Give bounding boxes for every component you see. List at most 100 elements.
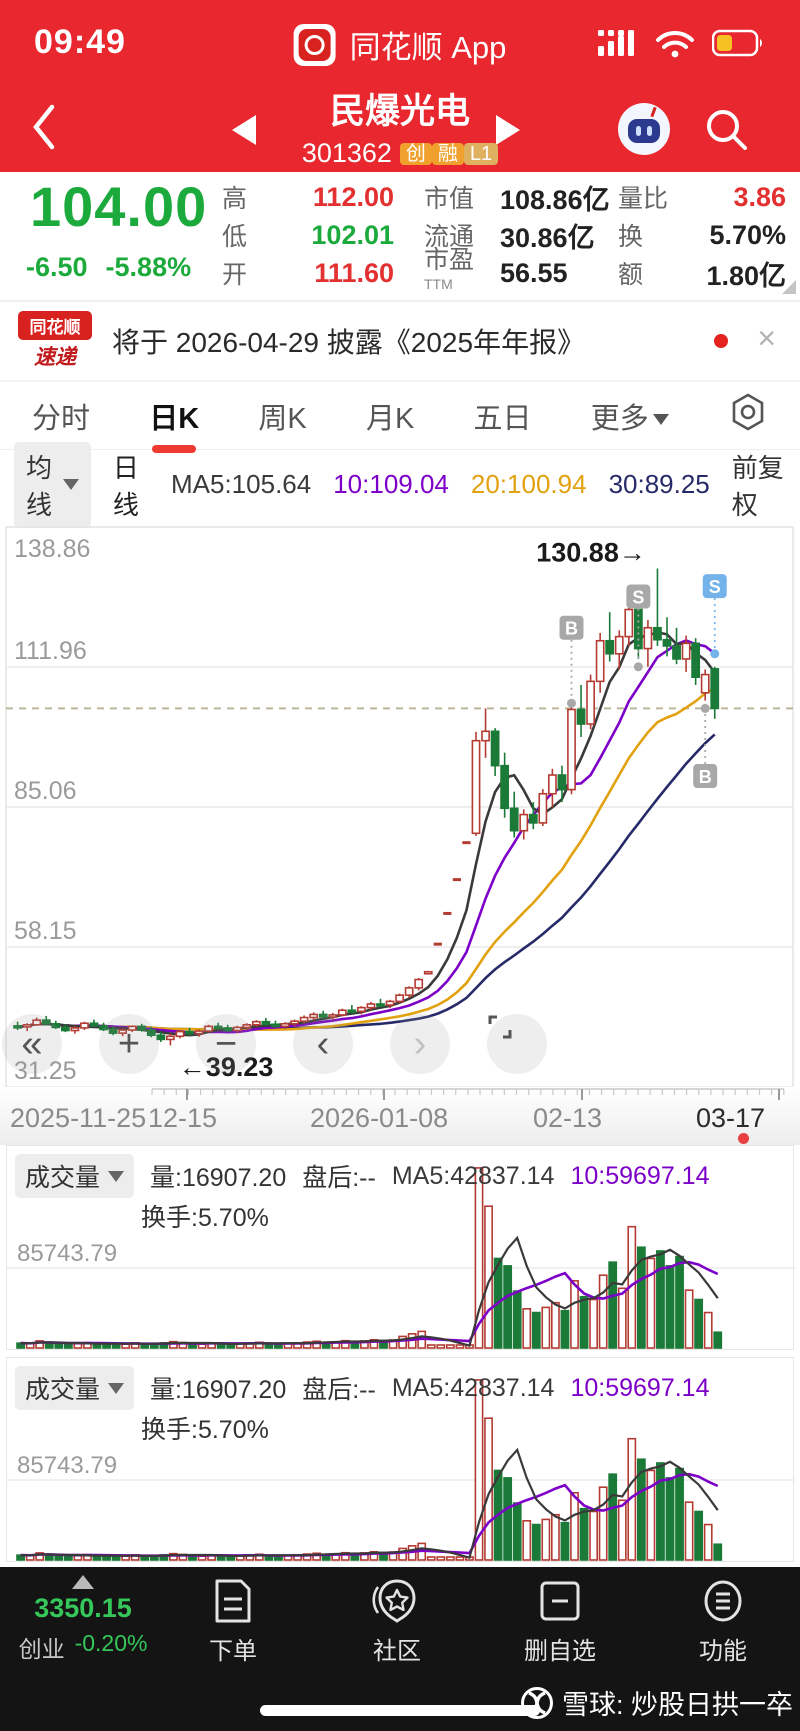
tab-more[interactable]: 更多 — [589, 381, 671, 451]
vol-ma10: 10:59697.14 — [570, 1373, 710, 1402]
svg-text:B: B — [699, 767, 712, 787]
after-hours: 盘后:-- — [302, 1376, 376, 1404]
news-text: 将于 2026-04-29 披露《2025年年报》 — [112, 327, 586, 358]
date-label: 12-15 — [148, 1103, 218, 1133]
trade-marker-S: S — [702, 574, 727, 599]
quote-stat: 额 1.80亿 — [618, 260, 786, 291]
date-label: 2026-01-08 — [310, 1103, 449, 1133]
vol-ma10: 10:59697.14 — [570, 1161, 710, 1190]
unread-dot — [714, 334, 728, 348]
quote-col-ratio: 量比 3.86 换 5.70% 额 1.80亿 — [618, 178, 786, 292]
news-banner[interactable]: 同花顺 速递 将于 2026-04-29 披露《2025年年报》 × — [0, 300, 800, 380]
indicator-selector[interactable]: 成交量 — [15, 1154, 135, 1198]
ths-express-logo: 同花顺 速递 — [18, 311, 92, 371]
社区-icon — [337, 1577, 457, 1625]
back-button[interactable] — [28, 99, 58, 160]
clock-time: 09:49 — [34, 23, 126, 61]
ma-selector[interactable]: 均线 — [14, 441, 91, 528]
cellular-signal-icon — [598, 29, 634, 56]
stock-badge: 融 — [431, 142, 464, 165]
tab-月K[interactable]: 月K — [365, 402, 415, 435]
nav-item-功能[interactable]: 功能 — [663, 1577, 783, 1666]
expand-up-icon — [72, 1575, 94, 1589]
turnover: 换手:5.70% — [141, 1416, 269, 1444]
fullscreen-button[interactable] — [487, 1014, 547, 1074]
tab-日K[interactable]: 日K — [147, 381, 201, 451]
snowball-logo-icon — [521, 1686, 553, 1719]
chevron-down-icon — [108, 1170, 125, 1182]
svg-text:111.96: 111.96 — [14, 637, 87, 665]
quote-stat: 市盈TTM 56.55 — [424, 246, 568, 293]
tab-周K[interactable]: 周K — [258, 402, 307, 435]
settings-gear-icon[interactable] — [726, 378, 770, 454]
watermark: 雪球: 炒股日拱一卒 — [520, 1683, 793, 1722]
volume-value: 量:16907.20 — [150, 1164, 287, 1192]
svg-text:85.06: 85.06 — [14, 777, 77, 805]
after-hours: 盘后:-- — [302, 1164, 376, 1192]
tab-五日[interactable]: 五日 — [473, 402, 532, 435]
battery-icon — [712, 29, 762, 56]
index-pct: -0.20% — [74, 1630, 148, 1656]
ma10-value: 10:109.04 — [333, 469, 449, 499]
ma30-value: 30:89.25 — [608, 469, 710, 499]
nav-item-社区[interactable]: 社区 — [337, 1577, 457, 1666]
volume-panel-1[interactable]: 成交量 量:16907.20 盘后:-- MA5:42837.14 10:596… — [6, 1145, 795, 1350]
quote-stat: 低 102.01 — [222, 219, 394, 252]
svg-text:58.15: 58.15 — [14, 917, 77, 945]
quote-stat: 高 112.00 — [222, 181, 394, 214]
app-name: 同花顺 App — [349, 30, 507, 65]
svg-text:S: S — [709, 577, 721, 597]
price-change-pct: -5.88% — [105, 252, 192, 282]
date-axis: 2025-11-25 12-15 2026-01-08 02-13 03-17 — [0, 1087, 800, 1145]
quote-col-high-low-open: 高 112.00 低 102.01 开 111.60 — [222, 178, 394, 292]
vol-ma5: MA5:42837.14 — [391, 1373, 555, 1402]
indicator-selector[interactable]: 成交量 — [15, 1366, 135, 1410]
删自选-icon — [500, 1577, 620, 1625]
nav-item-删自选[interactable]: 删自选 — [500, 1577, 620, 1666]
period-label: 日线 — [112, 452, 139, 520]
tab-分时[interactable]: 分时 — [32, 402, 91, 435]
zoom-in-button[interactable]: + — [99, 1014, 159, 1074]
quote-stat: 量比 3.86 — [618, 181, 786, 214]
quote-panel[interactable]: 104.00 -6.50 -5.88% 高 112.00 低 102.01 开 111.6… — [0, 172, 800, 300]
ma5-value: MA5:105.64 — [171, 469, 312, 499]
price-change: -6.50 — [26, 252, 88, 282]
stock-code: 301362 — [301, 138, 392, 168]
expand-corner-icon[interactable] — [782, 280, 796, 294]
zoom-out-button[interactable]: − — [196, 1014, 256, 1074]
prev-stock-arrow[interactable] — [232, 115, 256, 145]
pan-right-button[interactable]: › — [390, 1014, 450, 1074]
bottom-nav: 3350.15 创业 -0.20% 下单 社区 删自选 功能 雪球: 炒股日拱一卒 — [0, 1567, 800, 1731]
index-value: 3350.15 — [34, 1593, 132, 1623]
volume-value: 量:16907.20 — [150, 1376, 287, 1404]
kline-chart[interactable]: 138.86 111.96 85.06 58.15 31.25 B S B S 130.88→ ←3… — [0, 519, 800, 1087]
svg-text:138.86: 138.86 — [14, 535, 90, 563]
chevron-down-icon — [108, 1382, 125, 1394]
quote-stat: 换 5.70% — [618, 219, 786, 252]
ma20-value: 20:100.94 — [470, 469, 587, 499]
vol-ma5: MA5:42837.14 — [391, 1161, 555, 1190]
quote-stat: 市值 108.86亿 — [424, 184, 610, 215]
pan-left-button[interactable]: ‹ — [293, 1014, 353, 1074]
nav-item-下单[interactable]: 下单 — [173, 1577, 293, 1666]
period-tabs: 分时 日K 周K 月K 五日 更多 — [0, 380, 800, 450]
volume-panel-2[interactable]: 成交量 量:16907.20 盘后:-- MA5:42837.14 10:596… — [6, 1357, 795, 1562]
volume-axis-label: 85743.79 — [17, 1452, 118, 1479]
next-stock-arrow[interactable] — [496, 115, 520, 145]
stock-badge: 创 — [399, 142, 432, 165]
quote-stat: 流通 30.86亿 — [424, 222, 595, 253]
app-logo-icon — [293, 23, 336, 66]
news-close-button[interactable]: × — [757, 320, 776, 356]
home-indicator — [260, 1705, 540, 1716]
quote-stat: 开 111.60 — [222, 257, 394, 290]
svg-text:S: S — [632, 588, 644, 608]
index-quote[interactable]: 3350.15 创业 -0.20% — [8, 1575, 158, 1664]
quote-col-cap: 市值 108.86亿 流通 30.86亿 市盈TTM 56.55 — [424, 178, 614, 293]
wifi-icon — [656, 30, 694, 57]
search-button[interactable] — [700, 103, 752, 160]
adjust-mode[interactable]: 前复权 — [731, 452, 784, 520]
rewind-button[interactable]: « — [2, 1014, 62, 1074]
ai-assistant-button[interactable] — [618, 103, 670, 155]
date-label: 03-17 — [696, 1103, 766, 1133]
